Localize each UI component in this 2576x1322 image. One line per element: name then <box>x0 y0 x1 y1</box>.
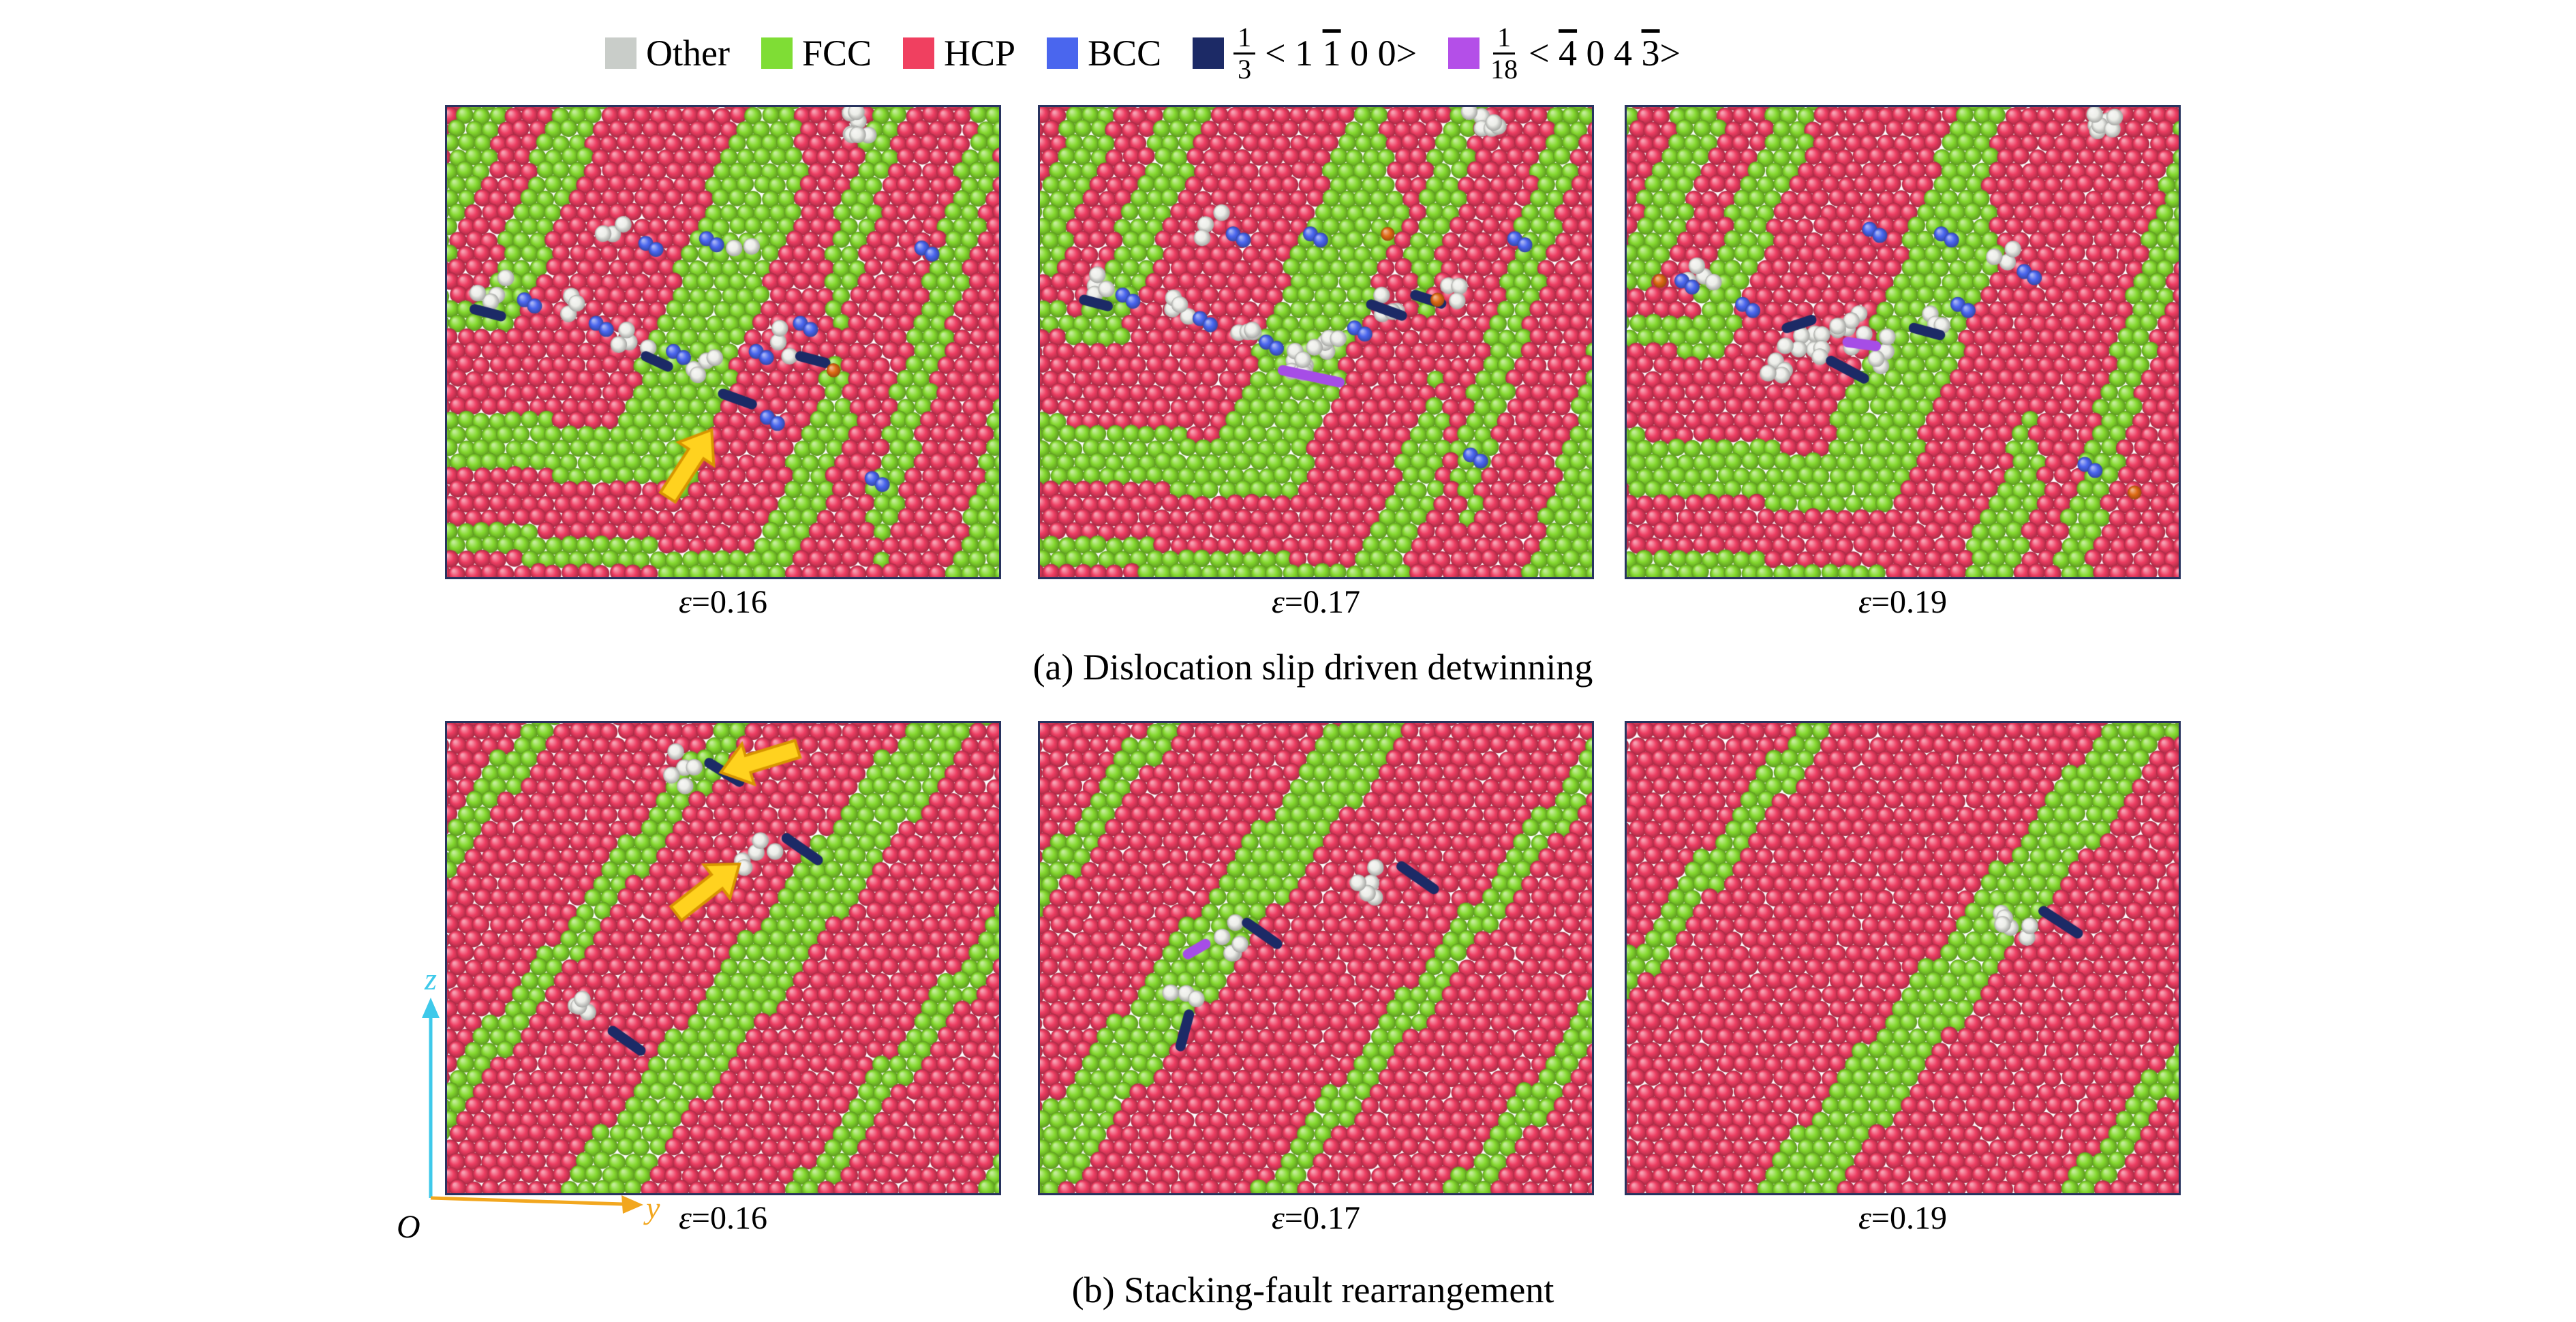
panel-b-eps016 <box>445 721 1001 1195</box>
strain-label-b2: ε=0.17 <box>1038 1199 1594 1237</box>
panel-b-eps017 <box>1038 721 1594 1195</box>
legend-item-3: BCC <box>1047 35 1161 72</box>
legend-fraction: 1 18 <box>1490 22 1518 84</box>
strain-value: =0.17 <box>1284 584 1360 620</box>
legend-color-swatch <box>1448 37 1480 69</box>
legend-color-swatch <box>1193 37 1225 69</box>
panel-b-eps017-atoms <box>1040 723 1592 1193</box>
coordinate-axes: z y O <box>397 962 660 1245</box>
legend-vector-label: < 1 1 0 0> <box>1265 33 1417 74</box>
epsilon-symbol: ε <box>1858 1200 1871 1236</box>
legend-label: FCC <box>801 33 872 74</box>
strain-label-b1: ε=0.16 <box>445 1199 1001 1237</box>
origin-label: O <box>397 1209 420 1245</box>
legend-label: BCC <box>1088 33 1162 74</box>
epsilon-symbol: ε <box>1858 584 1871 620</box>
panel-a-eps017-atoms <box>1040 107 1592 577</box>
z-axis-arrowhead <box>422 998 440 1018</box>
y-axis-label: y <box>643 1190 660 1225</box>
legend-color-swatch <box>761 37 793 69</box>
panel-a-eps016 <box>445 105 1001 579</box>
y-axis-line <box>430 1196 624 1206</box>
strain-label-a2: ε=0.17 <box>1038 583 1594 621</box>
z-axis-label: z <box>424 962 437 996</box>
legend-item-2: HCP <box>903 35 1015 72</box>
caption-b: (b) Stacking-fault rearrangement <box>1071 1270 1554 1310</box>
panel-a-eps019-atoms <box>1627 107 2179 577</box>
strain-value: =0.16 <box>691 584 767 620</box>
epsilon-symbol: ε <box>1272 1200 1285 1236</box>
strain-value: =0.17 <box>1284 1200 1360 1236</box>
legend-item-1: FCC <box>761 35 872 72</box>
panel-b-eps019 <box>1625 721 2181 1195</box>
epsilon-symbol: ε <box>679 1200 692 1236</box>
legend-item-4: 1 3 < 1 1 0 0> <box>1193 22 1417 84</box>
strain-value: =0.16 <box>691 1200 767 1236</box>
legend-color-swatch <box>903 37 935 69</box>
legend-color-swatch <box>1047 37 1079 69</box>
panel-b-eps019-atoms <box>1627 723 2179 1193</box>
legend: Other FCC HCP BCC 1 3 < 1 1 0 0> 1 18 < 4 0 4 3> <box>605 18 1681 89</box>
strain-label-b3: ε=0.19 <box>1625 1199 2181 1237</box>
legend-label: HCP <box>944 33 1016 74</box>
panel-a-eps016-atoms <box>447 107 999 577</box>
legend-color-swatch <box>605 37 637 69</box>
panel-a-eps017 <box>1038 105 1594 579</box>
strain-value: =0.19 <box>1871 584 1947 620</box>
panel-a-eps019 <box>1625 105 2181 579</box>
legend-item-0: Other <box>605 35 730 72</box>
legend-vector-label: < 4 0 4 3> <box>1529 33 1681 74</box>
panel-b-eps016-atoms <box>447 723 999 1193</box>
y-axis-arrowhead <box>622 1195 643 1214</box>
epsilon-symbol: ε <box>679 584 692 620</box>
strain-value: =0.19 <box>1871 1200 1947 1236</box>
strain-label-a1: ε=0.16 <box>445 583 1001 621</box>
caption-a: (a) Dislocation slip driven detwinning <box>1032 647 1593 688</box>
epsilon-symbol: ε <box>1272 584 1285 620</box>
strain-label-a3: ε=0.19 <box>1625 583 2181 621</box>
legend-item-5: 1 18 < 4 0 4 3> <box>1448 22 1681 84</box>
legend-label: Other <box>646 33 730 74</box>
